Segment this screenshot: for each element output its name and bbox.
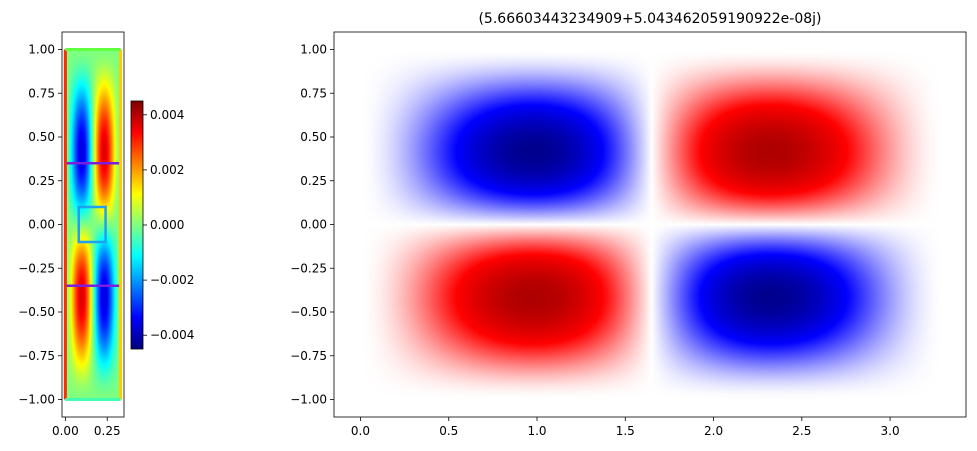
right-x-tick-label: 3.0 [881,424,900,438]
colorbar-tick-label: 0.004 [150,108,184,122]
colorbar: 0.004 0.002 0.000 −0.002 −0.004 [130,100,194,350]
right-y-tick-label: −0.75 [290,349,327,363]
colorbar-axis: 0.004 0.002 0.000 −0.002 −0.004 [143,108,194,342]
right-heatmap-image [334,32,966,417]
left-x-tick-label: 0.00 [52,424,79,438]
overlay-rect [77,205,107,244]
right-panel: (5.66603443234909+5.043462059190922e-08j… [290,11,967,438]
left-y-tick-label: −0.50 [18,305,55,319]
right-x-axis: 0.0 0.5 1.0 1.5 2.0 2.5 3.0 [351,417,900,438]
right-y-tick-label: 0.75 [300,86,327,100]
right-y-tick-label: 0.50 [300,130,327,144]
left-y-tick-label: −1.00 [18,393,55,407]
left-y-tick-label: 1.00 [28,43,55,57]
colorbar-gradient [131,101,143,349]
right-y-tick-label: 1.00 [300,43,327,57]
right-x-tick-label: 2.5 [792,424,811,438]
colorbar-tick-label: 0.002 [150,163,184,177]
left-y-tick-label: 0.25 [28,174,55,188]
right-x-tick-label: 1.5 [616,424,635,438]
left-panel: 1.00 0.75 0.50 0.25 0.00 −0.25 −0.50 −0.75 −1.00… [18,31,125,438]
right-chart-title: (5.66603443234909+5.043462059190922e-08j… [478,11,821,27]
left-x-tick-label: 0.25 [94,424,121,438]
left-heatmap-image [62,32,124,417]
right-x-tick-label: 0.0 [351,424,370,438]
right-x-tick-label: 2.0 [704,424,723,438]
left-overlays [63,48,123,401]
colorbar-tick-label: −0.004 [150,328,194,342]
right-y-tick-label: −0.25 [290,261,327,275]
left-y-tick-label: 0.00 [28,218,55,232]
left-y-tick-label: −0.25 [18,261,55,275]
right-y-axis: 1.00 0.75 0.50 0.25 0.00 −0.25 −0.50 −0.75 −1.00 [290,43,334,407]
right-y-tick-label: −0.50 [290,305,327,319]
colorbar-tick-label: 0.000 [150,218,184,232]
right-x-tick-label: 1.0 [527,424,546,438]
right-y-tick-label: 0.00 [300,218,327,232]
right-y-tick-label: −1.00 [290,393,327,407]
left-y-tick-label: −0.75 [18,349,55,363]
left-x-axis: 0.00 0.25 [52,417,121,438]
left-y-axis: 1.00 0.75 0.50 0.25 0.00 −0.25 −0.50 −0.75 −1.00 [18,43,62,407]
colorbar-tick-label: −0.002 [150,273,194,287]
right-y-tick-label: 0.25 [300,174,327,188]
right-x-tick-label: 0.5 [439,424,458,438]
left-y-tick-label: 0.75 [28,86,55,100]
left-y-tick-label: 0.50 [28,130,55,144]
